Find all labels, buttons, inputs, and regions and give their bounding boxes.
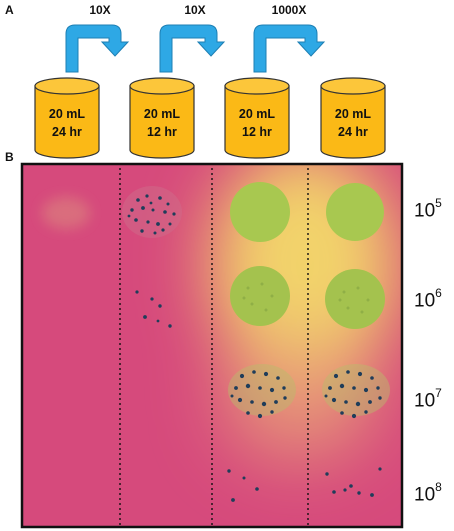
dilution-label-2: 106 [414,286,442,312]
lane-4-spots [322,183,390,497]
lane-3-row-3-colonies [230,370,287,419]
lane-3-lawn-2 [230,266,290,326]
lane-2-row-1-colonies [127,194,176,235]
lane-2-spots [122,186,182,328]
transfer-arrow-3 [253,24,326,73]
cylinder-2-time: 12 hr [147,125,177,139]
panel-b-label: B [5,150,14,164]
cylinder-1-time: 24 hr [52,125,82,139]
lane-4-row-3-colonies [324,370,382,419]
lane-3-lawn-1 [230,182,290,242]
dilution-label-3: 107 [414,386,442,412]
lane-4-lawn-2 [325,269,385,329]
cylinder-2-volume: 20 mL [144,107,180,121]
multiplier-label-1: 10X [89,3,110,17]
cylinder-3-time: 12 hr [242,125,272,139]
culture-cylinder-1: 20 mL 24 hr [34,77,100,159]
cylinder-4-time: 24 hr [338,125,368,139]
culture-cylinder-2: 20 mL 12 hr [129,77,195,159]
faint-spot-lane-1 [42,197,90,229]
lane-4-lawn-1 [326,183,384,241]
multiplier-label-2: 10X [184,3,205,17]
plate-border [20,162,404,529]
transfer-arrow-2 [159,24,226,73]
cylinder-1-volume: 20 mL [49,107,85,121]
dilution-label-1: 105 [414,196,442,222]
lane-3-row-4-colonies [227,469,259,502]
cylinder-3-volume: 20 mL [239,107,275,121]
multiplier-label-3: 1000X [272,3,307,17]
dilution-label-4: 108 [414,480,442,506]
transfer-scheme-diagram: 10X 10X 1000X 20 mL 24 hr 20 mL 12 hr 20… [34,3,386,159]
lane-2-row-2-colonies [135,290,172,328]
lane-3-spots [227,182,296,502]
lane-4-row-4-colonies [325,467,382,497]
culture-cylinder-3: 20 mL 12 hr [224,77,290,159]
transfer-arrow-1 [65,24,130,73]
cylinder-4-volume: 20 mL [335,107,371,121]
panel-a-label: A [5,3,14,17]
culture-cylinder-4: 20 mL 24 hr [320,77,386,159]
